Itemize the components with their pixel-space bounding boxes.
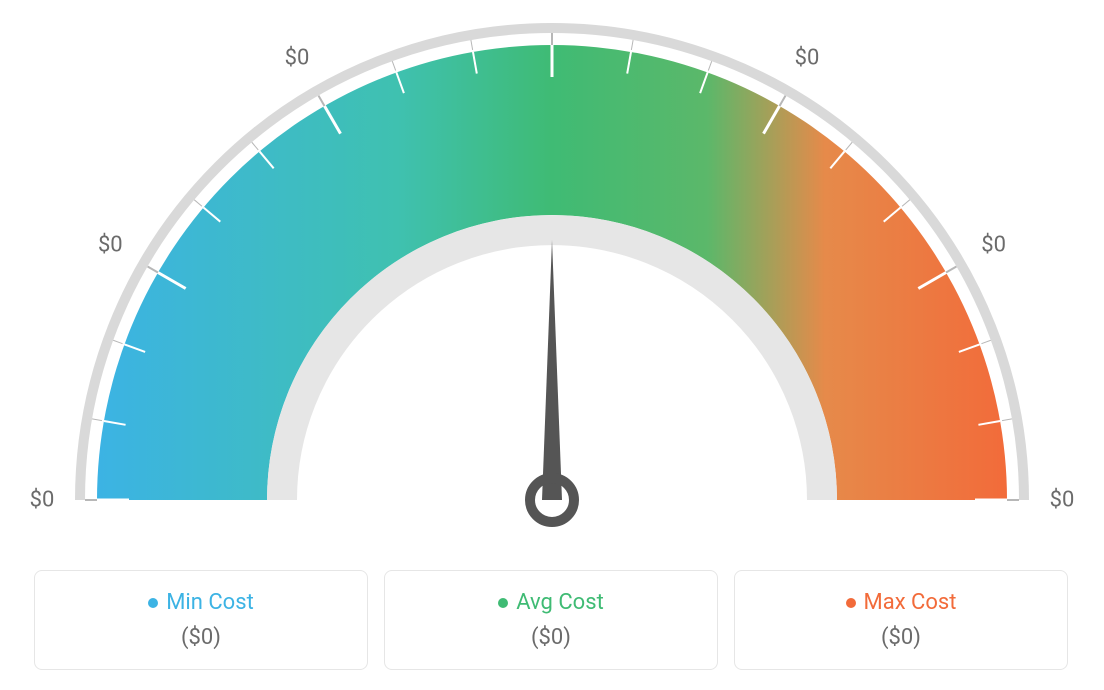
legend-text-min: Min Cost xyxy=(166,590,254,615)
gauge-tick-label: $0 xyxy=(30,488,55,513)
legend-label-max: Max Cost xyxy=(846,590,957,615)
legend-dot-max xyxy=(846,598,856,608)
legend-card-min: Min Cost ($0) xyxy=(34,570,368,670)
gauge-container: $0 $0 $0 $0 $0 $0 $0 xyxy=(0,0,1104,560)
legend-card-avg: Avg Cost ($0) xyxy=(384,570,718,670)
gauge-tick-label: $0 xyxy=(540,0,565,3)
gauge-tick-label: $0 xyxy=(1050,488,1075,513)
gauge-tick-label: $0 xyxy=(795,46,820,71)
gauge-tick-label: $0 xyxy=(98,233,123,258)
legend-label-avg: Avg Cost xyxy=(498,590,604,615)
legend-card-max: Max Cost ($0) xyxy=(734,570,1068,670)
legend-row: Min Cost ($0) Avg Cost ($0) Max Cost ($0… xyxy=(34,570,1068,670)
legend-value-avg: ($0) xyxy=(531,625,571,650)
gauge-svg xyxy=(0,0,1104,560)
gauge-tick-label: $0 xyxy=(981,233,1006,258)
legend-label-min: Min Cost xyxy=(148,590,254,615)
legend-text-avg: Avg Cost xyxy=(516,590,604,615)
gauge-tick-label: $0 xyxy=(285,46,310,71)
legend-value-min: ($0) xyxy=(181,625,221,650)
legend-dot-avg xyxy=(498,598,508,608)
legend-text-max: Max Cost xyxy=(864,590,957,615)
legend-dot-min xyxy=(148,598,158,608)
legend-value-max: ($0) xyxy=(881,625,921,650)
